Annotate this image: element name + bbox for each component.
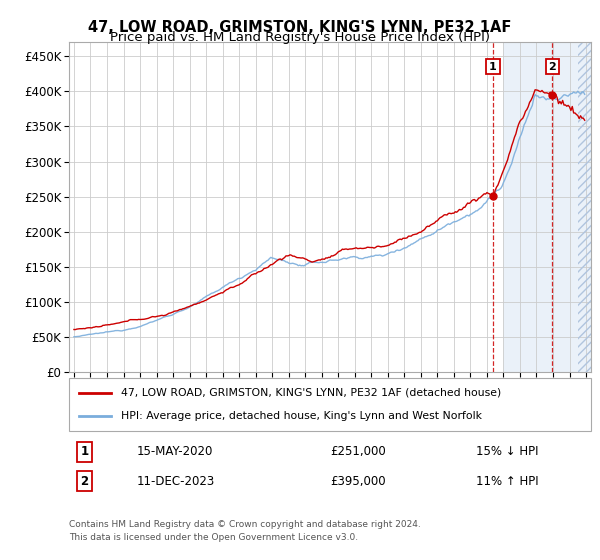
Text: Price paid vs. HM Land Registry's House Price Index (HPI): Price paid vs. HM Land Registry's House … xyxy=(110,31,490,44)
Text: £395,000: £395,000 xyxy=(330,474,386,488)
Bar xyxy=(503,42,600,372)
Text: 47, LOW ROAD, GRIMSTON, KING'S LYNN, PE32 1AF: 47, LOW ROAD, GRIMSTON, KING'S LYNN, PE3… xyxy=(88,20,512,35)
Text: 47, LOW ROAD, GRIMSTON, KING'S LYNN, PE32 1AF (detached house): 47, LOW ROAD, GRIMSTON, KING'S LYNN, PE3… xyxy=(121,388,502,398)
Text: 2: 2 xyxy=(548,62,556,72)
Text: 2: 2 xyxy=(80,474,89,488)
Text: 1: 1 xyxy=(489,62,497,72)
Text: 1: 1 xyxy=(80,445,89,459)
Text: 11-DEC-2023: 11-DEC-2023 xyxy=(137,474,215,488)
Text: 15-MAY-2020: 15-MAY-2020 xyxy=(137,445,213,459)
Text: HPI: Average price, detached house, King's Lynn and West Norfolk: HPI: Average price, detached house, King… xyxy=(121,411,482,421)
Bar xyxy=(578,42,600,372)
Text: 15% ↓ HPI: 15% ↓ HPI xyxy=(476,445,539,459)
FancyBboxPatch shape xyxy=(69,378,591,431)
Text: 11% ↑ HPI: 11% ↑ HPI xyxy=(476,474,539,488)
Text: Contains HM Land Registry data © Crown copyright and database right 2024.: Contains HM Land Registry data © Crown c… xyxy=(69,520,421,529)
Text: £251,000: £251,000 xyxy=(330,445,386,459)
Text: This data is licensed under the Open Government Licence v3.0.: This data is licensed under the Open Gov… xyxy=(69,533,358,542)
